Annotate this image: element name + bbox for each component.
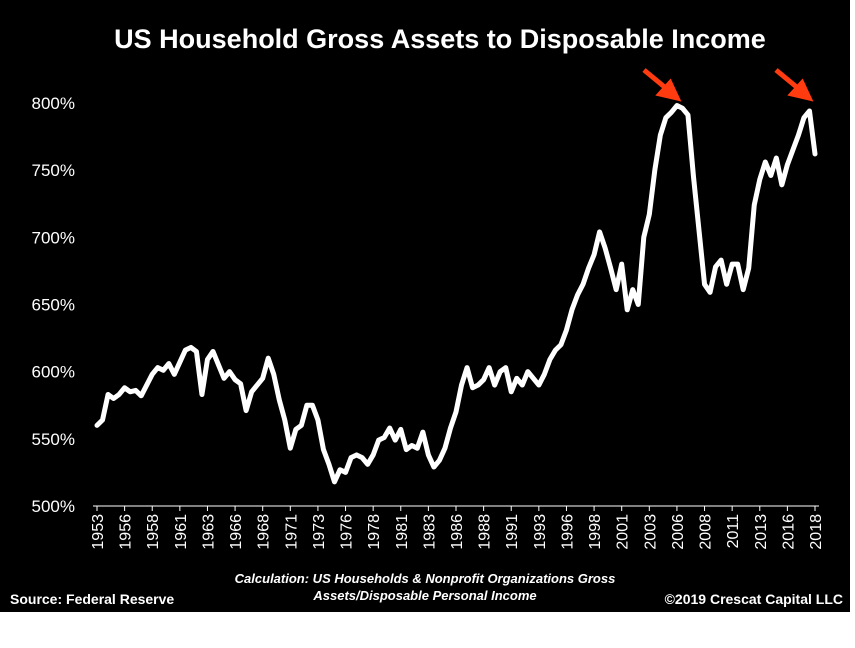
x-tick-label: 1963 [200,514,217,550]
x-tick-label: 2001 [615,514,632,550]
x-tick-label: 1973 [311,514,328,550]
x-tick-label: 1971 [283,514,300,550]
x-tick-label: 2011 [725,514,742,549]
x-tick-label: 2018 [808,514,825,550]
x-tick-label: 1993 [532,514,549,550]
x-tick-label: 1976 [339,514,356,550]
x-tick-label: 1998 [587,514,604,550]
y-tick-label: 800% [32,94,75,113]
caption: Calculation: US Households & Nonprofit O… [234,571,616,603]
y-tick-label: 650% [32,295,75,314]
x-tick-label: 1958 [145,514,162,550]
x-tick-label: 2008 [698,514,715,550]
y-tick-label: 550% [32,430,75,449]
x-tick-label: 1978 [366,514,383,550]
x-tick-label: 1961 [173,514,190,550]
copyright: ©2019 Crescat Capital LLC [665,591,843,607]
x-tick-label: 1953 [90,514,107,550]
x-tick-label: 1983 [421,514,438,550]
arrow [642,68,682,102]
x-tick-label: 2013 [753,514,770,550]
source: Source: Federal Reserve [10,591,174,607]
y-tick-label: 750% [32,161,75,180]
x-tick-label: 1988 [477,514,494,550]
y-tick-label: 600% [32,363,75,382]
arrow [774,68,814,102]
x-tick-label: 1986 [449,514,466,550]
x-tick-label: 1996 [559,514,576,550]
x-tick-label: 2016 [780,514,797,550]
y-tick-label: 500% [32,497,75,516]
x-tick-label: 1956 [118,514,135,550]
x-tick-label: 1981 [394,514,411,550]
y-tick-label: 700% [32,228,75,247]
chart-title: US Household Gross Assets to Disposable … [114,24,766,54]
background [0,0,850,612]
x-tick-label: 1968 [256,514,273,550]
x-tick-label: 1991 [504,514,521,550]
series-line [94,103,818,485]
x-tick-label: 2006 [670,514,687,550]
x-tick-label: 1966 [228,514,245,550]
x-tick-label: 2003 [642,514,659,550]
